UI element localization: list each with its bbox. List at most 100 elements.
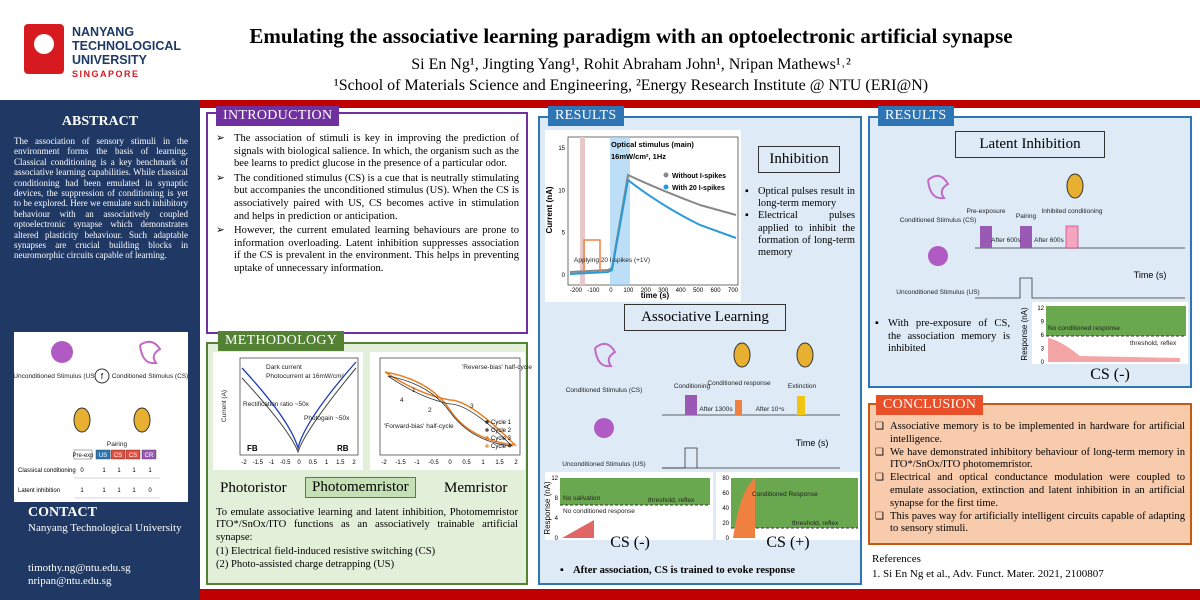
affiliations: ¹School of Materials Science and Enginee… <box>333 77 929 94</box>
x-tick-label: -1.5 <box>253 460 264 466</box>
y-tick-label: 0 <box>726 536 730 542</box>
bullet: This paves way for artificially intellig… <box>875 511 1185 537</box>
fig-label: threshold, reflex <box>792 520 839 527</box>
x-tick-label: 0 <box>448 460 452 466</box>
x-tick-label: -2 <box>241 460 247 466</box>
fig-label: Conditioned Response <box>752 491 818 498</box>
x-tick-label: 0.5 <box>462 460 471 466</box>
conclusion-heading: CONCLUSION <box>876 395 984 415</box>
fig-label: 1 <box>412 387 416 394</box>
curve <box>241 361 357 451</box>
fig-label: Pre-exposure <box>966 208 1005 215</box>
table: Pre-exp US CS CS CR Classical conditioning 0 1 1… <box>18 449 160 499</box>
logo-emblem <box>34 34 54 54</box>
y-tick-label: 9 <box>1041 320 1045 326</box>
table-cell-text: 1 <box>117 488 121 494</box>
bee-icon <box>133 407 151 433</box>
bullet: The conditioned stimulus (CS) is a cue t… <box>214 173 519 223</box>
plot-bg <box>213 352 363 470</box>
device-label: Memristor <box>444 480 508 496</box>
x-tick-label: 500 <box>693 288 704 294</box>
x-tick-label: 600 <box>711 288 722 294</box>
table-cell-text: 1 <box>102 468 106 474</box>
table-header: US <box>99 453 107 459</box>
table-cell-text: 1 <box>132 468 136 474</box>
pulse <box>980 226 992 248</box>
axes <box>379 357 521 456</box>
methodology-text: To emulate associative learning and late… <box>216 507 518 543</box>
associative-label: Associative Learning <box>624 304 786 331</box>
flower-icon <box>928 246 948 266</box>
fig-label: 'Reverse-bias' half-cycle <box>462 364 532 371</box>
x-tick-label: 0.5 <box>309 460 318 466</box>
table-header: CS <box>114 453 122 459</box>
bullet: However, the current emulated learning b… <box>214 225 519 275</box>
results-heading: RESULTS <box>878 106 954 126</box>
x-tick-label: -1 <box>414 460 420 466</box>
x-tick-label: -100 <box>587 288 600 294</box>
pulse <box>685 395 697 415</box>
logo-text: SINGAPORE <box>72 69 140 79</box>
y-tick-label: 40 <box>722 506 729 512</box>
bullet: After association, CS is trained to evok… <box>560 565 850 576</box>
bullet: Associative memory is to be implemented … <box>875 421 1185 447</box>
row-label: Classical conditioning <box>18 468 76 474</box>
fig-label: 3 <box>470 403 474 410</box>
timeline <box>975 277 1185 299</box>
bullet: The association of stimuli is key in imp… <box>214 133 519 171</box>
bee-icon <box>733 342 751 368</box>
x-tick-label: 1.5 <box>336 460 345 466</box>
y-tick-label: 80 <box>722 476 729 482</box>
x-tick-label: 1 <box>325 460 329 466</box>
caption: CS (-) <box>1090 366 1130 383</box>
bee-icon <box>1066 173 1084 199</box>
fig-label: Unconditioned Stimulus (US) <box>896 289 979 296</box>
curve <box>387 375 514 447</box>
legend-label: Photocurrent at 16mW/cm² <box>266 373 344 380</box>
caption: CS (+) <box>766 534 810 551</box>
table-header: CS <box>129 453 137 459</box>
fig-label: Rectification ratio ~50x <box>243 401 310 408</box>
fig-label: Inhibited conditioning <box>1041 208 1102 215</box>
odor-icon <box>594 342 617 368</box>
conclusion-list: Associative memory is to be implemented … <box>875 421 1185 536</box>
plot-subtitle: 16mW/cm², 1Hz <box>611 152 666 161</box>
inhibition-label: Inhibition <box>758 146 840 173</box>
table-header: Pre-exp <box>72 453 94 459</box>
table-cell-text: 1 <box>80 488 84 494</box>
response-area <box>562 520 594 538</box>
table-header: CR <box>145 453 154 459</box>
device-label: Photoristor <box>220 480 287 496</box>
legend-label: Cycle 1 <box>491 420 512 426</box>
legend-label: With 20 I-spikes <box>672 185 725 192</box>
table-cell-text: 1 <box>102 488 106 494</box>
legend-label: Cycle 2 <box>491 428 512 434</box>
legend-label: Dark current <box>266 364 302 371</box>
fig-label: Conditioned Stimulus (CS) <box>112 373 189 380</box>
ticks: 12 9 6 3 0 <box>1037 306 1044 366</box>
abstract-heading: ABSTRACT <box>61 114 139 129</box>
table-cell <box>125 449 141 460</box>
y-tick-label: 12 <box>551 476 558 482</box>
methodology-heading: METHODOLOGY <box>218 331 345 351</box>
flower-icon <box>51 341 73 363</box>
axes <box>567 136 739 286</box>
fig-label: Unconditioned Stimulus (US) <box>562 461 645 468</box>
x-tick-label: 0 <box>297 460 301 466</box>
table-cell-text: 0 <box>80 468 84 474</box>
introduction-list: The association of stimuli is key in imp… <box>214 133 519 278</box>
y-tick-label: 12 <box>1037 306 1044 312</box>
fig-label: After 10⁴s <box>756 406 786 413</box>
y-tick-label: 10 <box>558 188 565 194</box>
fig-label: Pairing <box>107 441 128 448</box>
y-tick-label: 60 <box>722 491 729 497</box>
fig-label: 'Forward-bias' half-cycle <box>384 423 454 430</box>
y-tick-label: 0 <box>562 273 566 279</box>
legend-label: Cycle 4 <box>491 444 512 450</box>
bullet: We have demonstrated inhibitory behaviou… <box>875 447 1185 473</box>
inhibition-list: Optical pulses result in long-term memor… <box>745 186 855 259</box>
row-label: Latent inhibition <box>18 488 60 494</box>
response-area <box>733 478 755 538</box>
response-area <box>1048 338 1180 362</box>
